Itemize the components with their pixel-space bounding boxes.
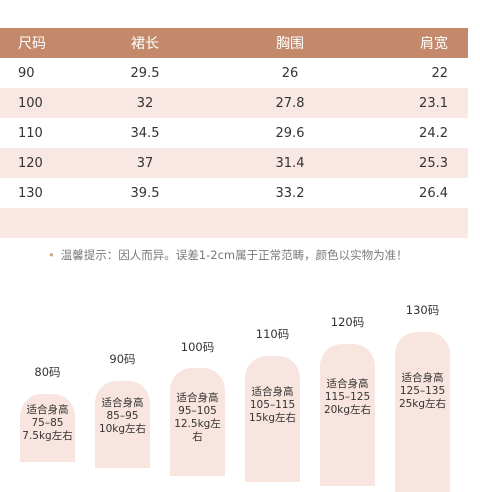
table-row: 100 32 27.8 23.1 xyxy=(0,88,468,118)
card-size-label: 80码 xyxy=(34,365,61,379)
card-line3: 25kg左右 xyxy=(398,398,447,410)
card-line1: 适合身高 xyxy=(401,372,444,384)
cell-chest: 33.2 xyxy=(275,185,305,201)
table-row: 110 34.5 29.6 24.2 xyxy=(0,118,468,148)
size-card: 适合身高 105–115 15kg左右 xyxy=(245,356,300,482)
card-line3: 12.5kg左右 xyxy=(174,418,221,443)
cell-shoulder: 24.2 xyxy=(419,125,448,141)
size-table: 尺码 裙长 胸围 肩宽 90 29.5 26 22 100 32 27.8 23… xyxy=(0,28,468,238)
card-line2: 95–105 xyxy=(178,405,217,417)
table-row: 90 29.5 26 22 xyxy=(0,58,468,88)
size-card: 适合身高 85–95 10kg左右 xyxy=(95,381,150,468)
header-shoulder: 肩宽 xyxy=(420,36,448,52)
cell-chest: 31.4 xyxy=(275,155,305,171)
cell-shoulder: 23.1 xyxy=(419,95,448,111)
cell-size: 120 xyxy=(18,155,43,171)
size-card: 适合身高 125–135 25kg左右 xyxy=(395,332,450,492)
size-card: 适合身高 75–85 7.5kg左右 xyxy=(20,394,75,462)
tip-note: • 温馨提示：因人而异。误差1-2cm属于正常范畴，颜色以实物为准！ xyxy=(48,247,408,263)
card-line1: 适合身高 xyxy=(101,397,144,409)
card-line1: 适合身高 xyxy=(251,386,294,398)
card-line3: 20kg左右 xyxy=(323,404,372,416)
card-size-label: 120码 xyxy=(330,315,365,329)
card-line2: 125–135 xyxy=(399,385,446,397)
table-row: 130 39.5 33.2 26.4 xyxy=(0,178,468,208)
tip-bullet: • xyxy=(48,248,55,262)
cell-shoulder: 25.3 xyxy=(419,155,448,171)
card-size-label: 130码 xyxy=(405,303,440,317)
card-line2: 105–115 xyxy=(249,399,296,411)
cell-size: 100 xyxy=(18,95,43,111)
cell-chest: 26 xyxy=(281,65,299,81)
card-size-label: 100码 xyxy=(180,340,215,354)
card-line2: 75–85 xyxy=(31,417,64,429)
cell-length: 32 xyxy=(136,95,154,111)
header-length: 裙长 xyxy=(131,36,159,52)
card-line2: 85–95 xyxy=(106,410,139,422)
card-line1: 适合身高 xyxy=(26,404,69,416)
card-size-label: 90码 xyxy=(109,352,136,366)
cell-size: 130 xyxy=(18,185,43,201)
size-card: 适合身高 115–125 20kg左右 xyxy=(320,344,375,486)
card-size-label: 110码 xyxy=(255,327,290,341)
card-line1: 适合身高 xyxy=(326,378,369,390)
card-line3: 15kg左右 xyxy=(248,412,297,424)
cell-length: 34.5 xyxy=(130,125,160,141)
table-row: 120 37 31.4 25.3 xyxy=(0,148,468,178)
tip-text: 温馨提示：因人而异。误差1-2cm属于正常范畴，颜色以实物为准！ xyxy=(60,248,408,262)
cell-length: 39.5 xyxy=(130,185,160,201)
card-line3: 10kg左右 xyxy=(98,423,147,435)
header-chest: 胸围 xyxy=(276,36,304,52)
size-card: 适合身高 95–105 12.5kg左右 xyxy=(170,368,225,476)
table-footer-band xyxy=(0,208,468,238)
table-header: 尺码 裙长 胸围 肩宽 xyxy=(0,28,468,58)
cell-chest: 29.6 xyxy=(275,125,305,141)
cell-shoulder: 26.4 xyxy=(419,185,448,201)
cell-length: 37 xyxy=(136,155,154,171)
header-size: 尺码 xyxy=(18,36,46,52)
card-line2: 115–125 xyxy=(324,391,371,403)
cell-chest: 27.8 xyxy=(275,95,305,111)
card-line1: 适合身高 xyxy=(176,392,219,404)
cell-size: 110 xyxy=(18,125,43,141)
cell-size: 90 xyxy=(18,65,35,81)
card-line3: 7.5kg左右 xyxy=(22,430,73,442)
cell-length: 29.5 xyxy=(130,65,160,81)
cell-shoulder: 22 xyxy=(431,65,448,81)
